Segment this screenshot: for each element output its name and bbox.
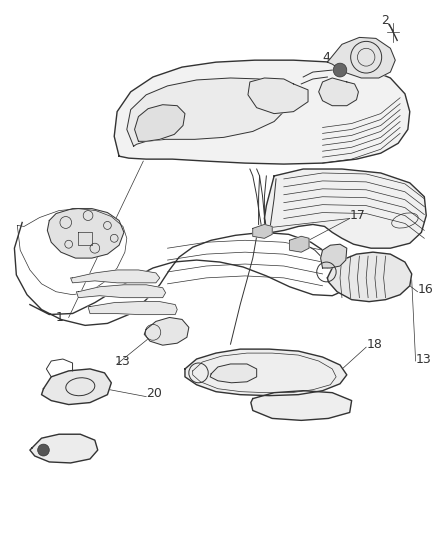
Polygon shape (248, 78, 308, 114)
Polygon shape (210, 364, 257, 383)
Text: 1: 1 (56, 311, 64, 324)
Polygon shape (253, 224, 272, 238)
Polygon shape (47, 208, 124, 258)
Polygon shape (328, 252, 412, 302)
Text: 18: 18 (366, 338, 382, 351)
Polygon shape (144, 318, 189, 345)
Text: 20: 20 (146, 387, 162, 400)
Circle shape (333, 63, 347, 77)
Polygon shape (76, 285, 166, 297)
Polygon shape (185, 349, 347, 395)
Polygon shape (319, 78, 358, 106)
Polygon shape (321, 244, 347, 268)
Polygon shape (290, 236, 309, 252)
Polygon shape (71, 270, 160, 283)
Polygon shape (30, 434, 98, 463)
Text: 2: 2 (381, 14, 389, 27)
Text: 13: 13 (114, 354, 130, 368)
Text: 17: 17 (350, 209, 366, 222)
Text: 4: 4 (322, 51, 330, 64)
Polygon shape (114, 60, 410, 164)
Polygon shape (127, 78, 289, 146)
Polygon shape (265, 169, 426, 248)
Text: 16: 16 (417, 283, 433, 296)
Polygon shape (88, 302, 177, 314)
Polygon shape (42, 369, 111, 405)
Circle shape (38, 444, 49, 456)
Polygon shape (328, 37, 395, 78)
Polygon shape (251, 391, 352, 421)
Polygon shape (134, 104, 185, 141)
Text: 13: 13 (416, 352, 431, 366)
